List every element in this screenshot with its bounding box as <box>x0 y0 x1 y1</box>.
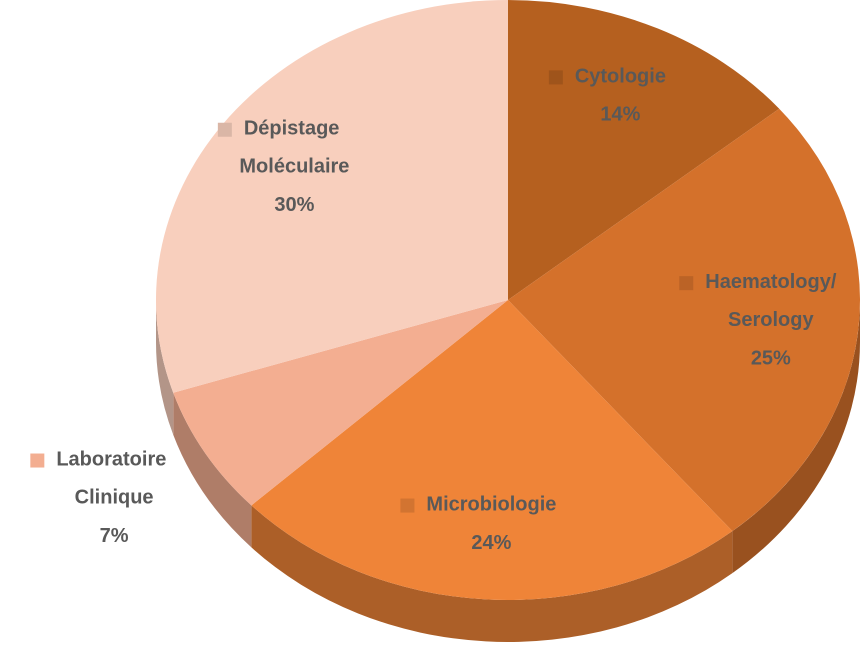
legend-key <box>679 276 694 291</box>
slice-side <box>732 300 860 574</box>
slice <box>508 108 860 532</box>
slice <box>508 0 780 300</box>
slice-side <box>251 505 733 642</box>
slice <box>155 0 508 393</box>
legend-key <box>400 498 415 513</box>
data-label-category: Cytologie <box>575 66 666 88</box>
pie-slices <box>155 0 860 601</box>
data-label-value: 7% <box>100 525 129 547</box>
pie-sides <box>156 300 860 642</box>
slice <box>251 300 733 601</box>
legend-key <box>548 70 563 85</box>
data-label-category: Microbiologie <box>426 494 556 516</box>
data-label-value: 14% <box>600 104 640 126</box>
data-label-category: Haematology/Serology <box>705 271 837 331</box>
legend-key <box>217 122 232 137</box>
data-label-value: 25% <box>751 347 791 369</box>
slice-side <box>156 300 174 435</box>
data-label-value: 30% <box>274 194 314 216</box>
slice <box>173 300 509 506</box>
data-label-value: 24% <box>471 532 511 554</box>
slice-side <box>173 392 252 548</box>
data-label-category: Laboratoire Clinique <box>56 449 172 509</box>
labels: Cytologie 14% Haematology/Serology 25% Micro… <box>30 66 837 554</box>
legend-key <box>30 453 45 468</box>
data-label-category: Dépistage Moléculaire <box>239 118 349 178</box>
